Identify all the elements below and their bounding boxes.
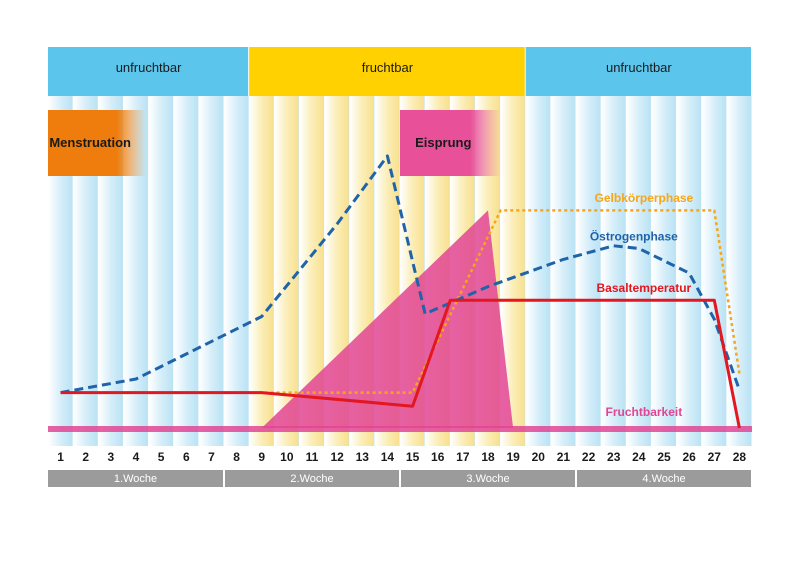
event-label-1: Eisprung xyxy=(415,135,471,150)
day-label-10: 10 xyxy=(280,450,294,464)
day-column-5 xyxy=(148,96,174,446)
week-label-3: 4.Woche xyxy=(642,473,685,485)
phase-band-0 xyxy=(48,47,249,96)
fertile-column-9 xyxy=(249,96,274,446)
day-column-20 xyxy=(525,96,551,446)
day-label-21: 21 xyxy=(557,450,571,464)
event-box-1 xyxy=(400,110,501,176)
day-label-27: 27 xyxy=(708,450,722,464)
day-column-25 xyxy=(651,96,677,446)
phase-label-1: fruchtbar xyxy=(362,60,414,75)
series-line-1 xyxy=(60,154,741,395)
day-column-21 xyxy=(550,96,576,446)
week-bar-1 xyxy=(225,470,399,487)
event-label-0: Menstruation xyxy=(49,135,131,150)
day-label-12: 12 xyxy=(330,450,344,464)
series-label-0: Gelbkörperphase xyxy=(595,191,694,205)
day-column-23 xyxy=(601,96,627,446)
day-label-22: 22 xyxy=(582,450,596,464)
phase-label-2: unfruchtbar xyxy=(606,60,672,75)
day-column-22 xyxy=(576,96,602,446)
day-label-19: 19 xyxy=(506,450,520,464)
series-label-3: Fruchtbarkeit xyxy=(606,405,683,419)
day-label-11: 11 xyxy=(306,450,319,464)
day-label-17: 17 xyxy=(456,450,470,464)
series-fruchtbarkeit-area xyxy=(60,210,740,428)
day-label-7: 7 xyxy=(208,450,215,464)
day-column-7 xyxy=(198,96,224,446)
week-bar-0 xyxy=(48,470,223,487)
day-label-26: 26 xyxy=(682,450,696,464)
day-label-4: 4 xyxy=(133,450,140,464)
week-label-0: 1.Woche xyxy=(114,473,157,485)
fertile-column-10 xyxy=(274,96,299,446)
day-label-6: 6 xyxy=(183,450,190,464)
series-line-0 xyxy=(60,209,741,394)
week-label-1: 2.Woche xyxy=(290,473,333,485)
day-label-28: 28 xyxy=(733,450,747,464)
day-label-8: 8 xyxy=(233,450,240,464)
day-label-23: 23 xyxy=(607,450,621,464)
day-label-16: 16 xyxy=(431,450,445,464)
day-label-18: 18 xyxy=(481,450,495,464)
series-label-1: Östrogenphase xyxy=(590,228,678,243)
day-label-15: 15 xyxy=(406,450,420,464)
day-label-3: 3 xyxy=(108,450,115,464)
week-bar-2 xyxy=(401,470,575,487)
day-label-5: 5 xyxy=(158,450,165,464)
week-bar-3 xyxy=(577,470,751,487)
day-label-9: 9 xyxy=(258,450,265,464)
week-label-2: 3.Woche xyxy=(466,473,509,485)
fruchtbarkeit-baseline xyxy=(48,426,752,432)
phase-label-0: unfruchtbar xyxy=(116,60,182,75)
phase-band-1 xyxy=(249,47,525,96)
day-label-14: 14 xyxy=(381,450,395,464)
day-label-1: 1 xyxy=(57,450,64,464)
day-column-24 xyxy=(626,96,652,446)
day-label-25: 25 xyxy=(657,450,671,464)
day-column-28 xyxy=(726,96,752,446)
series-label-2: Basaltemperatur xyxy=(597,281,692,295)
day-label-13: 13 xyxy=(356,450,370,464)
day-column-26 xyxy=(676,96,702,446)
day-column-8 xyxy=(224,96,250,446)
day-label-20: 20 xyxy=(532,450,546,464)
series-line-2 xyxy=(60,298,741,429)
day-column-6 xyxy=(173,96,199,446)
phase-band-2 xyxy=(525,47,751,96)
day-label-24: 24 xyxy=(632,450,646,464)
day-label-2: 2 xyxy=(82,450,89,464)
event-box-0 xyxy=(48,110,147,176)
